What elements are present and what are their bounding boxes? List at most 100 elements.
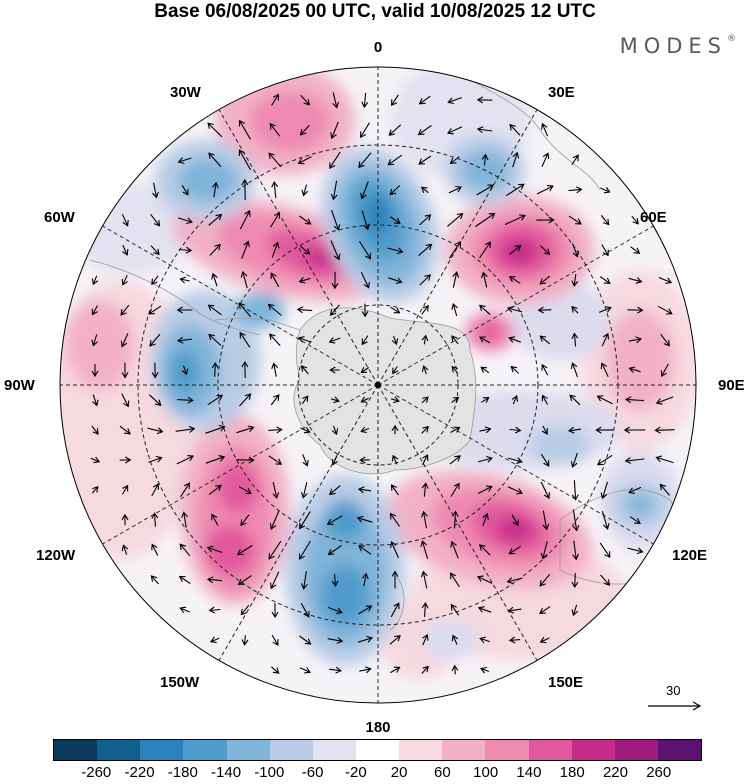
wind-arrow	[596, 454, 613, 466]
colorbar-tick-label: 60	[434, 764, 451, 781]
wind-arrow	[241, 178, 249, 201]
wind-arrow	[236, 545, 253, 556]
wind-arrow	[627, 547, 644, 555]
wind-arrow	[387, 247, 404, 255]
wind-arrow	[451, 664, 459, 675]
wind-arrow	[150, 213, 161, 227]
map-border	[59, 66, 697, 704]
wind-arrow	[177, 217, 193, 225]
wind-arrow	[390, 306, 401, 314]
wind-arrow	[655, 455, 674, 464]
lon-label-90w: 90W	[4, 377, 36, 394]
wind-arrow	[511, 394, 519, 405]
wind-arrow	[477, 606, 492, 613]
colorbar-swatch	[183, 740, 227, 760]
wind-arrow	[298, 277, 311, 284]
colorbar-tick-label: -220	[124, 764, 155, 781]
wind-arrow	[208, 152, 222, 168]
wind-arrow	[297, 156, 312, 165]
wind-arrow	[482, 512, 489, 527]
wind-arrow	[92, 394, 99, 407]
wind-arrow	[179, 606, 190, 614]
colorbar-swatch	[140, 740, 184, 760]
wind-arrow	[151, 483, 159, 497]
wind-arrow	[421, 365, 429, 375]
wind-arrow	[205, 424, 226, 434]
wind-arrow	[360, 122, 370, 139]
wind-arrow	[509, 244, 522, 255]
wind-arrow	[271, 362, 279, 377]
meridian-line	[102, 384, 379, 545]
wind-arrow	[360, 366, 370, 374]
wind-arrow	[358, 152, 372, 169]
wind-arrow	[361, 303, 369, 318]
modes-logo: MODES®	[619, 34, 736, 58]
wind-arrow	[541, 152, 550, 167]
wind-arrow	[359, 456, 370, 464]
wind-arrow	[572, 509, 580, 532]
lon-label-60w: 60W	[44, 209, 76, 226]
colorbar-tick-label: 140	[516, 764, 542, 781]
wind-arrow	[511, 514, 519, 527]
wind-arrow	[390, 666, 401, 674]
lon-label-180: 180	[365, 719, 390, 736]
wind-arrow	[148, 455, 163, 463]
wind-arrow	[181, 365, 189, 376]
colorbar-swatch	[312, 740, 356, 760]
wind-arrow	[659, 483, 671, 496]
wind-arrow	[596, 395, 613, 405]
wind-arrow	[507, 486, 523, 495]
wind-arrow	[451, 335, 459, 345]
colorbar-tick-label: 260	[646, 764, 672, 781]
wind-arrow	[361, 210, 370, 231]
wind-arrow	[91, 485, 99, 494]
wind-arrow	[327, 637, 344, 644]
wind-arrow	[239, 331, 251, 348]
wind-arrow	[389, 216, 401, 225]
wind-arrow	[238, 302, 252, 318]
wind-arrow	[572, 540, 580, 561]
wind-arrow	[390, 541, 400, 559]
wind-arrow	[206, 545, 223, 554]
wind-arrow	[421, 665, 429, 674]
wind-arrow	[179, 543, 191, 557]
wind-arrow	[541, 394, 548, 405]
wind-arrow	[388, 124, 402, 136]
wind-arrow	[300, 426, 311, 434]
wind-arrow	[271, 241, 280, 258]
wind-arrow	[152, 182, 159, 199]
wind-arrow	[476, 126, 493, 134]
colorbar-tick-label: 180	[559, 764, 585, 781]
wind-arrow	[119, 425, 131, 435]
wind-arrow	[480, 366, 490, 374]
wind-arrow	[422, 454, 429, 466]
wind-arrow	[270, 571, 280, 590]
colorbar-swatch	[355, 740, 400, 760]
wind-arrow	[570, 362, 579, 378]
wind-arrow	[268, 152, 282, 168]
wind-arrow	[120, 333, 129, 348]
wind-arrow	[477, 455, 493, 463]
wind-arrow	[359, 666, 372, 674]
wind-arrow	[599, 276, 611, 285]
wind-arrow	[120, 304, 130, 316]
wind-arrow	[208, 213, 223, 226]
wind-arrow	[147, 427, 164, 435]
wind-arrow	[627, 306, 644, 314]
wind-arrow	[390, 602, 400, 618]
wind-arrow	[601, 244, 609, 257]
wind-arrow	[655, 396, 674, 405]
wind-arrow	[512, 151, 520, 168]
wind-vectors	[90, 92, 675, 675]
wind-arrow	[539, 275, 551, 285]
lon-label-120w: 120W	[36, 547, 76, 564]
wind-arrow	[301, 184, 309, 197]
wind-arrow	[150, 575, 160, 585]
wind-arrow	[331, 425, 339, 436]
wind-arrow	[541, 425, 548, 435]
wind-arrow	[391, 454, 399, 465]
wind-arrow	[418, 243, 433, 257]
lon-label-30w: 30W	[170, 84, 202, 101]
wind-arrow	[297, 336, 312, 343]
